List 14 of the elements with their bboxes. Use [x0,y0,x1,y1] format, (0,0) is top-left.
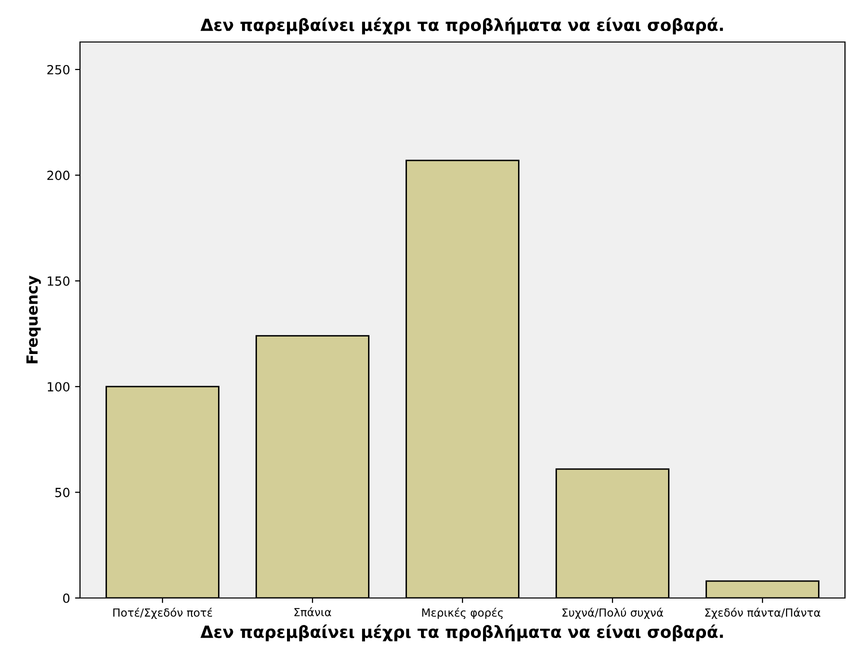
y-tick-label: 250 [47,64,70,74]
x-tick-label: Ποτέ/Σχεδόν ποτέ [113,608,212,619]
x-tick-label: Συχνά/Πολύ συχνά [562,608,664,619]
x-tick-label: Μερικές φορές [422,608,503,619]
y-tick-label: 50 [55,488,70,498]
y-tick-label: 150 [48,276,70,286]
y-axis-title: Frequency [26,276,41,364]
y-tick-label: 100 [48,382,70,392]
chart-title: Δεν παρεμβαίνει μέχρι τα προβλήματα να είναι σοβαρά. [200,18,723,34]
x-tick-label: Σπάνια [294,607,332,616]
x-tick-label: Σχεδόν πάντα/Πάντα [705,608,820,619]
y-tick-label: 200 [47,170,70,180]
y-tick-label: 0 [63,593,70,603]
x-axis-title: Δεν παρεμβαίνει μέχρι τα προβλήματα να είναι σοβαρά. [200,624,723,642]
